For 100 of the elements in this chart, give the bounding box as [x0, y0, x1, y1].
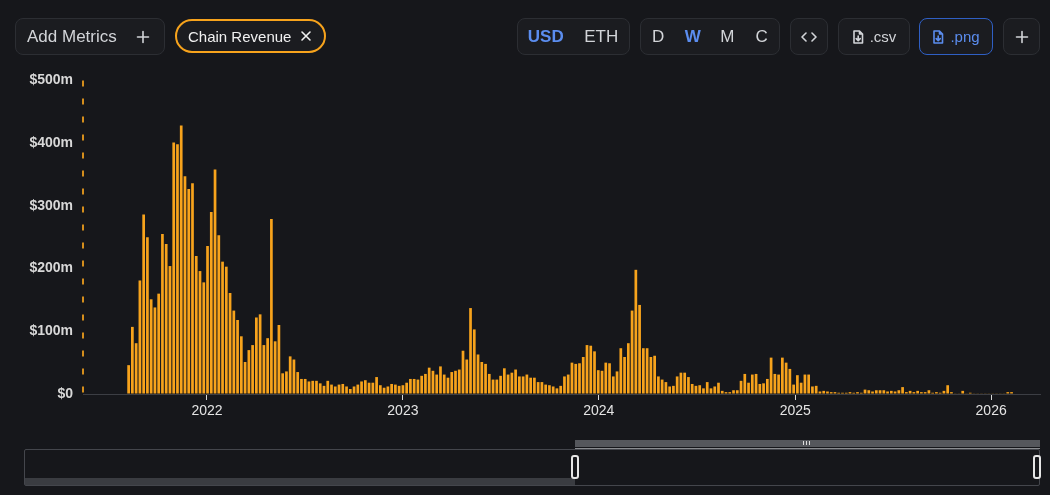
bar — [427, 367, 431, 394]
bar — [390, 383, 393, 394]
text: Chain Revenue — [188, 27, 292, 45]
bar — [270, 219, 273, 394]
bar — [653, 355, 656, 394]
y-tick-label: $400m — [29, 133, 73, 150]
bar — [874, 390, 878, 394]
bar — [619, 348, 623, 394]
toggle-option[interactable]: M — [710, 26, 745, 47]
bar — [781, 357, 784, 394]
bar — [333, 386, 337, 394]
y-tick-label: $200m — [29, 259, 73, 276]
bar — [131, 326, 134, 394]
bar — [732, 390, 735, 394]
bar — [439, 366, 442, 394]
bar — [544, 384, 548, 394]
embed-button[interactable] — [790, 18, 828, 55]
toggle-option[interactable]: ETH — [573, 26, 629, 47]
bar — [536, 382, 540, 394]
bar — [318, 383, 322, 394]
bar — [796, 375, 799, 394]
bar — [683, 372, 687, 394]
bar — [750, 374, 754, 394]
add-metrics-button[interactable] — [15, 18, 165, 55]
bar — [172, 142, 176, 394]
bar — [288, 356, 292, 394]
bar — [514, 369, 517, 394]
csv-download-button[interactable] — [838, 18, 910, 55]
bar — [363, 380, 367, 394]
bar — [675, 376, 679, 394]
bar — [405, 382, 408, 394]
bar — [348, 388, 352, 394]
text: Add Metrics — [27, 26, 117, 47]
bar — [551, 386, 555, 394]
bar — [356, 384, 360, 394]
bar — [901, 387, 904, 394]
y-tick-label: $300m — [29, 196, 73, 213]
bar — [191, 183, 194, 394]
bar — [255, 317, 258, 394]
bar — [946, 385, 950, 394]
bar — [713, 386, 717, 394]
bar — [889, 390, 893, 394]
bar — [326, 380, 330, 394]
bar — [893, 391, 897, 394]
y-tick-label: $0 — [57, 384, 74, 401]
bar — [502, 368, 506, 394]
bar — [409, 378, 412, 394]
bar — [604, 362, 608, 394]
toggle-option[interactable]: D — [641, 26, 676, 47]
bar — [705, 382, 709, 394]
x-tick-label: 2026 — [975, 402, 1007, 419]
bar — [822, 390, 826, 394]
y-tick-label: $100m — [29, 322, 73, 339]
toggle-option[interactable]: W — [675, 26, 710, 47]
bar — [961, 390, 965, 394]
text: .csv — [869, 26, 897, 47]
bar — [510, 372, 514, 394]
bar — [420, 375, 424, 394]
bar — [668, 386, 672, 394]
bar — [886, 391, 889, 394]
text: .png — [950, 26, 980, 47]
bar — [826, 391, 829, 394]
bar — [533, 377, 536, 394]
x-tick-label: 2024 — [583, 402, 615, 419]
bar — [179, 125, 183, 394]
bar — [450, 372, 454, 394]
toggle-option[interactable]: USD — [518, 26, 574, 47]
bar — [634, 269, 638, 394]
bar — [341, 383, 345, 394]
bar — [743, 373, 747, 394]
bar — [469, 308, 472, 394]
bar — [687, 377, 690, 394]
bar — [330, 384, 333, 394]
bar — [867, 390, 871, 394]
bar — [574, 363, 578, 394]
bar — [916, 390, 919, 394]
bar — [311, 380, 315, 394]
bar — [303, 378, 307, 394]
bar — [882, 390, 886, 394]
x-tick-label: 2022 — [191, 402, 223, 419]
bar — [375, 377, 378, 394]
bar — [529, 377, 532, 394]
bar — [224, 266, 228, 394]
bar — [161, 234, 164, 394]
bar — [871, 391, 874, 394]
x-tick-label: 2025 — [779, 402, 812, 419]
bar — [345, 386, 348, 394]
bar — [589, 345, 593, 394]
bar — [484, 363, 487, 394]
bar — [563, 376, 566, 394]
bar — [762, 383, 765, 394]
toggle-option[interactable]: C — [744, 26, 779, 47]
bar — [608, 363, 611, 394]
bar — [495, 379, 499, 394]
bar — [394, 384, 397, 394]
x-tick-label: 2023 — [387, 402, 419, 419]
bar — [548, 385, 551, 394]
bar — [717, 382, 720, 394]
add-button[interactable] — [1003, 18, 1040, 55]
png-download-button[interactable] — [919, 18, 993, 55]
